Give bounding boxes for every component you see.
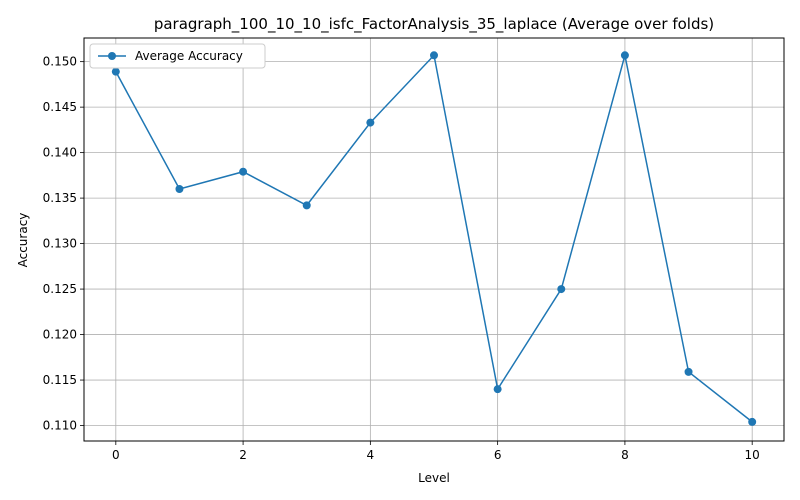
legend-box: [89, 43, 266, 69]
legend-marker: [108, 52, 116, 60]
y-tick-label: 0.145: [43, 100, 77, 114]
x-tick-label: 2: [239, 448, 247, 462]
y-tick-label: 0.135: [43, 191, 77, 205]
data-point: [239, 167, 248, 176]
y-tick-label: 0.110: [43, 419, 77, 433]
data-point: [748, 417, 757, 426]
y-axis-ticks: 0.110 0.115 0.120 0.125 0.130 0.135 0.140 0.145…: [43, 55, 84, 433]
data-point: [430, 51, 438, 60]
y-tick-label: 0.125: [43, 282, 77, 296]
plot-area-frame: [83, 37, 785, 442]
x-tick-label: 6: [494, 448, 502, 462]
data-point: [557, 285, 566, 294]
x-tick-label: 8: [621, 448, 629, 462]
data-point: [302, 201, 311, 210]
x-tick-label: 0: [112, 448, 120, 462]
data-point: [111, 67, 120, 76]
y-tick-label: 0.120: [43, 328, 77, 342]
data-point: [493, 385, 502, 394]
x-tick-label: 4: [367, 448, 375, 462]
x-axis-label: Level: [418, 471, 450, 485]
y-tick-label: 0.115: [43, 373, 77, 387]
grid: [84, 38, 784, 441]
legend: Average Accuracy: [89, 43, 266, 69]
chart-title: paragraph_100_10_10_isfc_FactorAnalysis_…: [154, 15, 714, 34]
y-axis-label: Accuracy: [16, 213, 30, 268]
data-point: [175, 185, 184, 194]
y-tick-label: 0.140: [43, 146, 77, 160]
x-tick-label: 10: [745, 448, 760, 462]
y-tick-label: 0.150: [43, 55, 77, 69]
x-axis-ticks: 0 2 4 6 8 10: [112, 441, 760, 462]
data-point: [684, 367, 693, 376]
data-point: [620, 51, 629, 60]
legend-label: Average Accuracy: [135, 49, 243, 63]
y-tick-label: 0.130: [43, 237, 77, 251]
series-average-accuracy: [111, 51, 757, 426]
data-point: [366, 118, 375, 127]
